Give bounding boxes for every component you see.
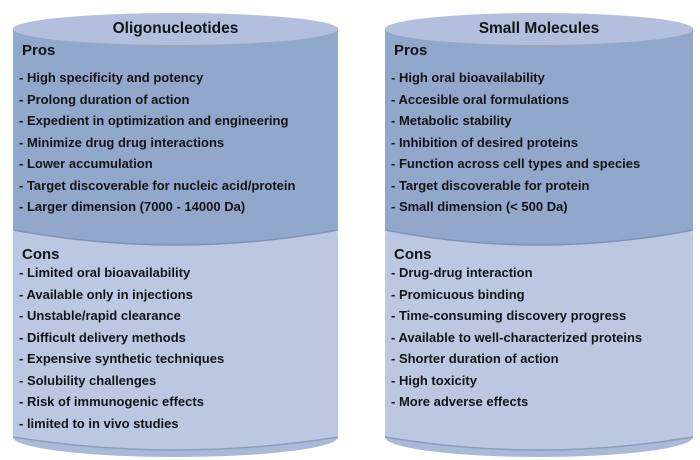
list-item: - Accesible oral formulations <box>391 91 569 107</box>
oligonucleotides-panel: Oligonucleotides Pros - High specificity… <box>13 13 338 460</box>
list-item: - Shorter duration of action <box>391 351 559 366</box>
list-item: - Minimize drug drug interactions <box>19 134 225 150</box>
list-item: - More adverse effects <box>391 394 529 409</box>
cylinder-shape-left <box>13 13 338 457</box>
cons-section: Cons - Drug-drug interaction - Promicuou… <box>391 245 689 413</box>
list-item: - Time-consuming discovery progress <box>391 308 627 323</box>
small-molecules-panel: Small Molecules Pros - High oral bioavai… <box>385 13 693 460</box>
pros-section: Pros - High oral bioavailability - Acces… <box>391 41 689 218</box>
list-item: - Available only in injections <box>19 286 193 302</box>
list-item: - Prolong duration of action <box>19 91 190 107</box>
pros-list: - High specificity and potency - Prolong… <box>19 67 334 218</box>
list-item: - Promicuous binding <box>391 286 525 302</box>
cons-heading: Cons <box>22 246 60 263</box>
list-item: - Lower accumulation <box>19 156 153 171</box>
panel-title: Small Molecules <box>478 20 600 37</box>
list-item: - Target discoverable for protein <box>391 177 590 193</box>
cons-body-shape <box>385 227 693 450</box>
list-item: - Available to well-characterized protei… <box>391 329 643 345</box>
list-item: - High toxicity <box>391 372 477 388</box>
list-item: - High specificity and potency <box>19 70 204 85</box>
list-item: - Larger dimension (7000 - 14000 Da) <box>19 199 246 214</box>
list-item: - Risk of immunogenic effects <box>19 394 204 409</box>
cons-heading: Cons <box>394 246 432 263</box>
pros-heading: Pros <box>22 42 56 59</box>
cons-section: Cons - Limited oral bioavailability - Av… <box>19 245 334 434</box>
pros-bottom-edge <box>385 229 693 246</box>
pros-section: Pros - High specificity and potency - Pr… <box>19 41 334 218</box>
list-item: - Limited oral bioavailability <box>19 265 191 280</box>
list-item: - High oral bioavailability <box>391 70 545 85</box>
list-item: - Metabolic stability <box>391 113 512 128</box>
pros-body-shape <box>13 29 338 245</box>
list-item: - Inhibition of desired proteins <box>391 134 579 150</box>
list-item: - Difficult delivery methods <box>19 329 186 345</box>
pros-body-shape <box>385 29 693 245</box>
pros-heading: Pros <box>394 42 428 59</box>
list-item: - Target discoverable for nucleic acid/p… <box>19 177 296 193</box>
cons-list: - Limited oral bioavailability - Availab… <box>19 262 334 434</box>
list-item: - Function across cell types and species <box>391 156 641 171</box>
list-item: - limited to in vivo studies <box>19 415 179 431</box>
list-item: - Expensive synthetic techniques <box>19 351 225 366</box>
list-item: - Unstable/rapid clearance <box>19 308 181 323</box>
pros-list: - High oral bioavailability - Accesible … <box>391 67 689 218</box>
cons-bottom-edge <box>385 436 693 451</box>
cons-list: - Drug-drug interaction - Promicuous bin… <box>391 262 689 413</box>
list-item: - Small dimension (< 500 Da) <box>391 199 568 214</box>
pros-bottom-edge <box>13 229 338 246</box>
list-item: - Expedient in optimization and engineer… <box>19 113 289 128</box>
list-item: - Solubility challenges <box>19 372 157 388</box>
cons-bottom-edge <box>13 436 338 451</box>
cylinder-shape-right <box>385 13 693 457</box>
cons-body-shape <box>13 227 338 450</box>
cylinder-lid <box>13 13 338 45</box>
list-item: - Drug-drug interaction <box>391 265 533 280</box>
cylinder-lid <box>385 13 693 45</box>
panel-title: Oligonucleotides <box>112 20 239 37</box>
